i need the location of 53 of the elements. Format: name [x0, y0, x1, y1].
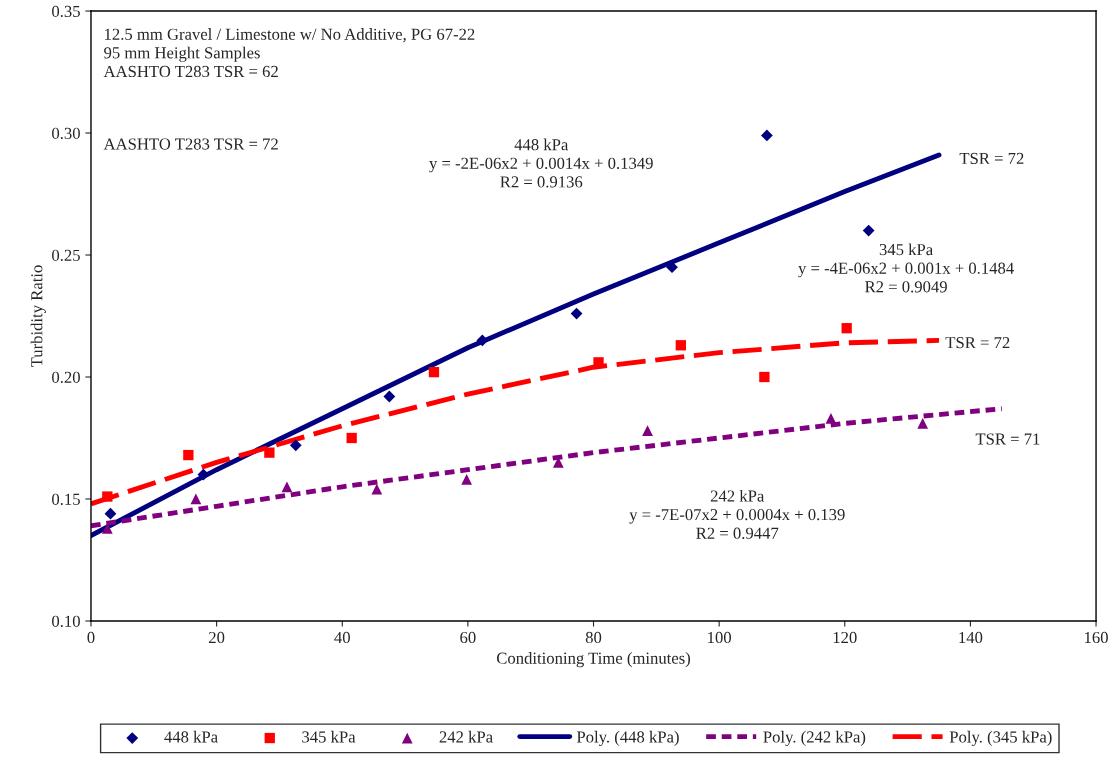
x-axis-title: Conditioning Time (minutes)	[496, 652, 691, 668]
point	[102, 491, 113, 502]
annotation: AASHTO T283 TSR = 72	[103, 138, 278, 150]
x-tick-label: 60	[460, 631, 476, 644]
point	[841, 323, 852, 334]
x-tick-label: 20	[209, 631, 225, 644]
point	[917, 417, 929, 429]
point	[346, 432, 357, 444]
point	[190, 493, 202, 505]
legend-label: Poly. (345 kPa)	[949, 730, 1052, 746]
point	[104, 507, 117, 520]
legend-label: 448 kPa	[164, 730, 218, 743]
point	[371, 483, 383, 495]
point	[675, 340, 686, 351]
x-tick-label: 160	[1085, 631, 1108, 644]
y-axis-title: Turbidity Ratio	[30, 265, 46, 368]
x-tick-label: 40	[334, 631, 350, 644]
y-tick-label: 0.20	[52, 371, 80, 384]
annotation: 345 kPa y = -4E-06x2 + 0.001x + 0.1484 R2 = 0.9049	[798, 243, 1014, 293]
y-tick-label: 0.35	[52, 5, 80, 18]
annotation: TSR = 72	[945, 337, 1010, 349]
point	[461, 474, 472, 485]
point	[428, 366, 440, 378]
y-tick-label: 0.25	[52, 249, 80, 262]
point	[825, 413, 837, 424]
point	[383, 390, 396, 403]
annotation: TSR = 71	[975, 433, 1040, 445]
line-series	[90, 337, 942, 507]
y-tick-label: 0.10	[52, 615, 80, 627]
point	[570, 307, 583, 320]
legend-label: Poly. (242 kPa)	[763, 730, 866, 746]
point	[862, 224, 875, 237]
annotation: 448 kPa y = -2E-06x2 + 0.0014x + 0.1349 R2 = 0.9136	[429, 138, 653, 188]
legend-label: 345 kPa	[302, 730, 356, 743]
x-tick-label: 0	[87, 631, 95, 644]
x-tick-label: 100	[708, 631, 732, 644]
point	[264, 447, 275, 458]
x-tick-label: 140	[959, 631, 983, 644]
annotation: 12.5 mm Gravel / Limestone w/ No Additive, PG 67-22 95 mm Height Samples AASHTO T283 TSR = 62	[103, 28, 475, 78]
point	[759, 371, 770, 383]
x-tick-label: 120	[833, 631, 857, 644]
legend-label: Poly. (448 kPa)	[576, 730, 679, 746]
y-tick-label: 0.15	[52, 493, 80, 506]
x-tick-label: 80	[585, 631, 602, 644]
legend-label: 242 kPa	[439, 730, 493, 743]
point	[642, 425, 653, 437]
y-tick-label: 0.30	[52, 127, 80, 140]
annotation: TSR = 72	[959, 152, 1024, 165]
point	[183, 449, 194, 461]
point	[281, 481, 293, 493]
annotation: 242 kPa y = -7E-07x2 + 0.0004x + 0.139 R2 = 0.9447	[629, 489, 845, 539]
point	[289, 439, 302, 452]
point	[760, 129, 773, 142]
